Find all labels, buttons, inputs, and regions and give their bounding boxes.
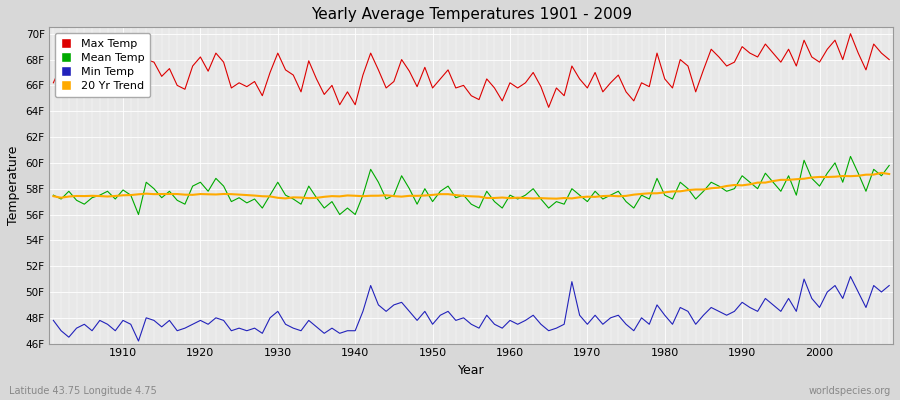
- Legend: Max Temp, Mean Temp, Min Temp, 20 Yr Trend: Max Temp, Mean Temp, Min Temp, 20 Yr Tre…: [55, 33, 149, 97]
- X-axis label: Year: Year: [458, 364, 484, 377]
- Text: worldspecies.org: worldspecies.org: [809, 386, 891, 396]
- Y-axis label: Temperature: Temperature: [7, 146, 20, 225]
- Text: Latitude 43.75 Longitude 4.75: Latitude 43.75 Longitude 4.75: [9, 386, 157, 396]
- Title: Yearly Average Temperatures 1901 - 2009: Yearly Average Temperatures 1901 - 2009: [310, 7, 632, 22]
